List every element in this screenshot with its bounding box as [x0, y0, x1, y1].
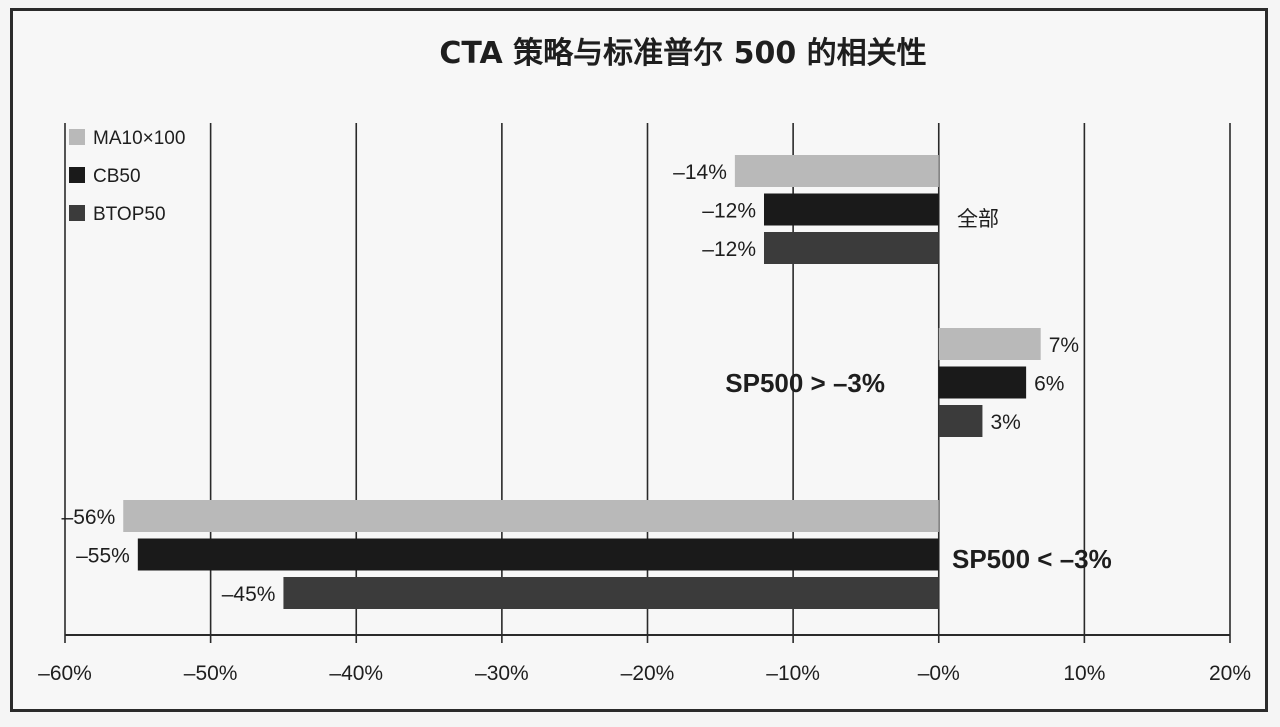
x-tick-label: –30%	[475, 662, 529, 685]
bar-btop50-2	[283, 577, 939, 609]
data-label: –14%	[673, 161, 727, 184]
category-label: SP500 < –3%	[952, 544, 1112, 574]
legend-swatch	[69, 167, 85, 183]
chart-frame: CTA 策略与标准普尔 500 的相关性 –60% –50% –40% –30% –20…	[10, 8, 1268, 712]
bar-cb50-2	[137, 538, 939, 571]
bar-cb50-0	[764, 193, 939, 226]
x-tick-label: 10%	[1063, 662, 1105, 685]
data-label: 3%	[990, 411, 1020, 434]
labels-layer: –60% –50% –40% –30% –20% –10% –0% 10% 20% –14% –12…	[38, 161, 1251, 685]
data-label: –12%	[702, 200, 756, 223]
x-tick-label: –10%	[766, 662, 820, 685]
bars-layer	[123, 155, 1041, 609]
legend-label: CB50	[93, 166, 141, 187]
data-label: –45%	[222, 583, 276, 606]
x-tick-label: 20%	[1209, 662, 1251, 685]
bar-btop50-1	[938, 405, 983, 437]
bar-btop50-0	[764, 232, 939, 264]
chart-title: CTA 策略与标准普尔 500 的相关性	[439, 36, 926, 71]
legend-swatch	[69, 129, 85, 145]
data-label: 7%	[1049, 334, 1079, 357]
x-tick-label: –40%	[329, 662, 383, 685]
bar-ma10-100-0	[734, 155, 939, 187]
chart-svg: CTA 策略与标准普尔 500 的相关性 –60% –50% –40% –30% –20…	[38, 36, 1251, 685]
x-tick-label: –0%	[918, 662, 960, 685]
data-label: –55%	[76, 545, 130, 568]
x-tick-label: –50%	[184, 662, 238, 685]
data-label: –12%	[702, 238, 756, 261]
category-label: 全部	[957, 207, 999, 231]
data-label: –56%	[62, 506, 116, 529]
legend-label: MA10×100	[93, 128, 185, 149]
legend: MA10×100 CB50 BTOP50	[69, 128, 185, 225]
legend-swatch	[69, 205, 85, 221]
legend-label: BTOP50	[93, 204, 166, 225]
category-label: SP500 > –3%	[725, 368, 885, 398]
bar-ma10-100-1	[938, 328, 1041, 360]
x-tick-label: –60%	[38, 662, 92, 685]
x-tick-label: –20%	[621, 662, 675, 685]
bar-ma10-100-2	[123, 500, 939, 532]
data-label: 6%	[1034, 373, 1064, 396]
bar-cb50-1	[938, 366, 1027, 399]
